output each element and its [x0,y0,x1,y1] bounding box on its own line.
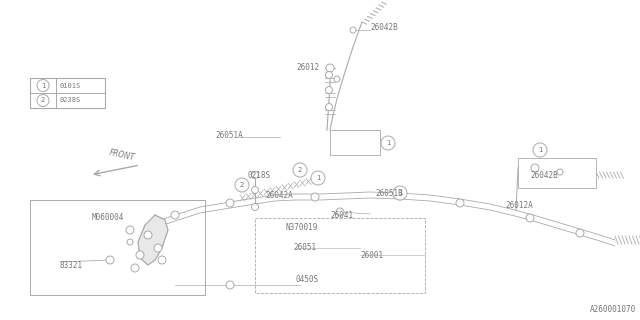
Circle shape [293,163,307,177]
Text: 26001: 26001 [360,251,383,260]
Circle shape [126,226,134,234]
Bar [330,130,380,155]
Text: FRONT: FRONT [108,148,136,162]
Text: 1: 1 [538,147,542,153]
Circle shape [158,256,166,264]
Circle shape [311,193,319,201]
Text: 0450S: 0450S [295,276,318,284]
Circle shape [144,231,152,239]
Circle shape [171,211,179,219]
Bar [518,158,596,188]
Circle shape [326,71,333,78]
Text: 2: 2 [41,98,45,103]
Text: 26042B: 26042B [530,171,557,180]
Text: 83321: 83321 [60,260,83,269]
Text: A260001070: A260001070 [589,305,636,314]
Bar [30,200,205,295]
Polygon shape [138,215,168,265]
Text: 26042B: 26042B [370,23,397,33]
Circle shape [334,76,340,82]
Circle shape [557,169,563,175]
Text: 1: 1 [41,83,45,89]
Circle shape [533,143,547,157]
Circle shape [336,208,344,216]
Bar [30,78,105,108]
Circle shape [326,64,334,72]
Text: 1: 1 [316,175,320,181]
Circle shape [576,229,584,237]
Circle shape [311,171,325,185]
Text: 26041: 26041 [330,211,353,220]
Circle shape [154,244,162,252]
Text: 1: 1 [397,190,403,196]
Bar [255,218,425,293]
Circle shape [350,27,356,33]
Text: 1: 1 [386,140,390,146]
Circle shape [252,172,259,179]
Circle shape [37,79,49,92]
Circle shape [252,204,259,211]
Circle shape [127,239,133,245]
Text: 0101S: 0101S [60,83,81,89]
Text: 26042A: 26042A [265,190,292,199]
Circle shape [396,192,404,200]
Circle shape [226,281,234,289]
Text: 26012A: 26012A [505,201,532,210]
Circle shape [326,86,333,93]
Circle shape [252,187,259,194]
Text: M060004: M060004 [92,213,124,222]
Circle shape [531,164,539,172]
Text: 0218S: 0218S [248,171,271,180]
Circle shape [226,199,234,207]
Circle shape [136,251,144,259]
Text: 26051A: 26051A [215,131,243,140]
Circle shape [381,136,395,150]
Circle shape [106,256,114,264]
Circle shape [393,186,407,200]
Circle shape [37,94,49,107]
Text: 2: 2 [298,167,302,173]
Circle shape [526,214,534,222]
Text: 26051B: 26051B [375,188,403,197]
Circle shape [235,178,249,192]
Text: 26051: 26051 [293,244,316,252]
Circle shape [131,264,139,272]
Text: 0238S: 0238S [60,98,81,103]
Text: N370019: N370019 [285,222,317,231]
Text: 2: 2 [240,182,244,188]
Circle shape [456,199,464,207]
Text: 26012: 26012 [296,63,319,73]
Circle shape [326,103,333,110]
